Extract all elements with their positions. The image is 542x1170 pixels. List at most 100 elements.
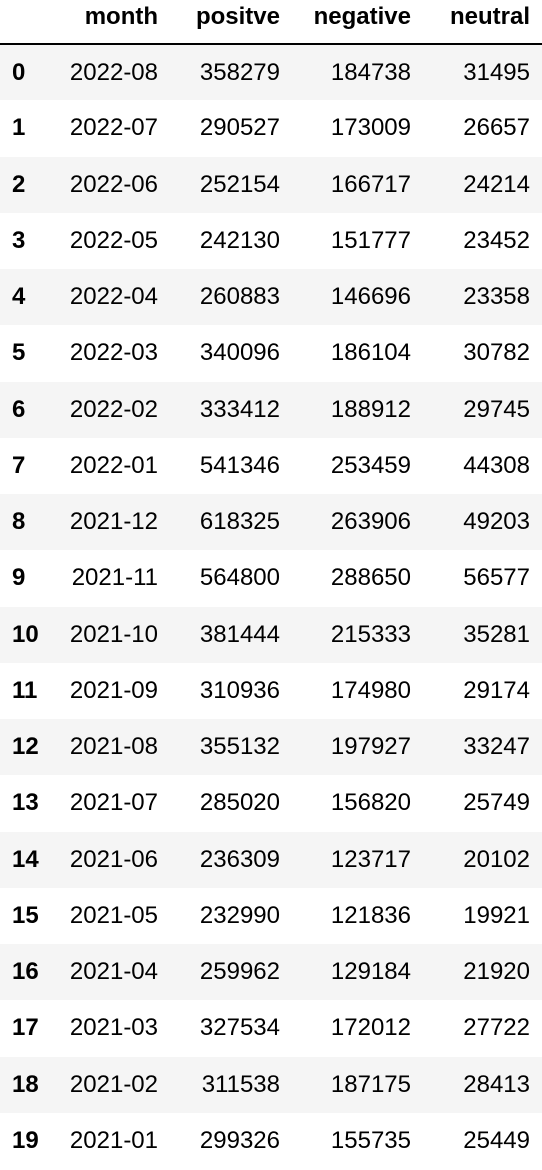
cell-negative: 187175 <box>330 1070 411 1098</box>
cell-month: 2022-02 <box>69 395 158 423</box>
column-header-month: month <box>48 0 170 45</box>
cell-positve: 299326 <box>199 1126 280 1154</box>
cell-positve: 541346 <box>199 451 280 479</box>
cell-neutral: 29745 <box>463 395 530 423</box>
cell-negative: 197927 <box>330 733 411 761</box>
cell-neutral: 19921 <box>463 901 530 929</box>
cell-neutral: 24214 <box>463 170 530 198</box>
cell-negative: 121836 <box>330 901 411 929</box>
row-index: 12 <box>12 733 39 761</box>
cell-negative: 146696 <box>330 283 411 311</box>
row-index: 14 <box>12 845 39 873</box>
row-index: 11 <box>12 676 38 704</box>
table-row: 14 2021-06 236309 123717 20102 <box>0 831 542 888</box>
cell-negative: 156820 <box>330 789 411 817</box>
cell-positve: 232990 <box>199 901 280 929</box>
cell-positve: 242130 <box>199 226 280 254</box>
cell-neutral: 28413 <box>463 1070 530 1098</box>
cell-neutral: 23452 <box>463 226 530 254</box>
cell-neutral: 20102 <box>463 845 530 873</box>
cell-negative: 129184 <box>330 958 411 986</box>
table-row: 7 2022-01 541346 253459 44308 <box>0 437 542 494</box>
column-header-negative: negative <box>292 0 423 45</box>
cell-month: 2021-11 <box>71 564 158 592</box>
cell-month: 2022-08 <box>69 58 158 86</box>
cell-positve: 358279 <box>199 58 280 86</box>
table-row: 5 2022-03 340096 186104 30782 <box>0 325 542 382</box>
cell-positve: 259962 <box>199 958 280 986</box>
table-row: 3 2022-05 242130 151777 23452 <box>0 212 542 269</box>
index-column-header <box>0 0 48 45</box>
cell-positve: 290527 <box>199 114 280 142</box>
cell-negative: 155735 <box>330 1126 411 1154</box>
cell-month: 2021-02 <box>69 1070 158 1098</box>
cell-positve: 252154 <box>199 170 280 198</box>
cell-month: 2022-06 <box>69 170 158 198</box>
column-header-positve: positve <box>170 0 292 45</box>
cell-negative: 184738 <box>330 58 411 86</box>
cell-negative: 166717 <box>330 170 411 198</box>
table-row: 4 2022-04 260883 146696 23358 <box>0 269 542 326</box>
cell-positve: 285020 <box>199 789 280 817</box>
cell-month: 2021-03 <box>69 1014 158 1042</box>
cell-neutral: 35281 <box>463 620 530 648</box>
cell-month: 2021-10 <box>69 620 158 648</box>
cell-negative: 263906 <box>330 508 411 536</box>
row-index: 5 <box>12 339 26 367</box>
column-header-neutral: neutral <box>423 0 542 45</box>
cell-positve: 355132 <box>199 733 280 761</box>
cell-negative: 174980 <box>330 676 411 704</box>
table-row: 0 2022-08 358279 184738 31495 <box>0 44 542 101</box>
cell-month: 2022-05 <box>69 226 158 254</box>
cell-positve: 381444 <box>199 620 280 648</box>
cell-month: 2022-04 <box>69 283 158 311</box>
row-index: 9 <box>12 564 26 592</box>
table-row: 16 2021-04 259962 129184 21920 <box>0 944 542 1001</box>
cell-negative: 172012 <box>330 1014 411 1042</box>
cell-positve: 333412 <box>199 395 280 423</box>
cell-positve: 236309 <box>199 845 280 873</box>
cell-negative: 173009 <box>330 114 411 142</box>
table-row: 17 2021-03 327534 172012 27722 <box>0 1000 542 1057</box>
cell-neutral: 25749 <box>463 789 530 817</box>
cell-neutral: 25449 <box>463 1126 530 1154</box>
row-index: 6 <box>12 395 26 423</box>
table-row: 8 2021-12 618325 263906 49203 <box>0 494 542 551</box>
row-index: 4 <box>12 283 26 311</box>
cell-neutral: 33247 <box>463 733 530 761</box>
cell-neutral: 30782 <box>463 339 530 367</box>
row-index: 7 <box>12 451 26 479</box>
cell-positve: 327534 <box>199 1014 280 1042</box>
cell-month: 2021-08 <box>69 733 158 761</box>
cell-month: 2022-01 <box>69 451 158 479</box>
cell-negative: 123717 <box>330 845 411 873</box>
cell-month: 2021-12 <box>69 508 158 536</box>
row-index: 13 <box>12 789 39 817</box>
table-row: 12 2021-08 355132 197927 33247 <box>0 719 542 776</box>
row-index: 0 <box>12 58 26 86</box>
cell-month: 2022-07 <box>69 114 158 142</box>
cell-month: 2021-01 <box>69 1126 158 1154</box>
table-header: month positve negative neutral <box>0 0 542 45</box>
cell-neutral: 27722 <box>463 1014 530 1042</box>
cell-negative: 253459 <box>330 451 411 479</box>
cell-negative: 151777 <box>330 226 411 254</box>
table-row: 6 2022-02 333412 188912 29745 <box>0 381 542 438</box>
table-row: 2 2022-06 252154 166717 24214 <box>0 156 542 213</box>
cell-positve: 260883 <box>199 283 280 311</box>
cell-negative: 186104 <box>330 339 411 367</box>
cell-neutral: 31495 <box>463 58 530 86</box>
table-body: 0 2022-08 358279 184738 31495 1 2022-07 290527 1… <box>0 44 542 1169</box>
row-index: 10 <box>12 620 39 648</box>
cell-month: 2021-05 <box>69 901 158 929</box>
row-index: 18 <box>12 1070 39 1098</box>
cell-month: 2021-09 <box>69 676 158 704</box>
cell-neutral: 23358 <box>463 283 530 311</box>
cell-neutral: 26657 <box>463 114 530 142</box>
cell-positve: 564800 <box>199 564 280 592</box>
cell-neutral: 56577 <box>463 564 530 592</box>
cell-month: 2021-06 <box>69 845 158 873</box>
row-index: 16 <box>12 958 39 986</box>
table-row: 10 2021-10 381444 215333 35281 <box>0 606 542 663</box>
cell-month: 2022-03 <box>69 339 158 367</box>
